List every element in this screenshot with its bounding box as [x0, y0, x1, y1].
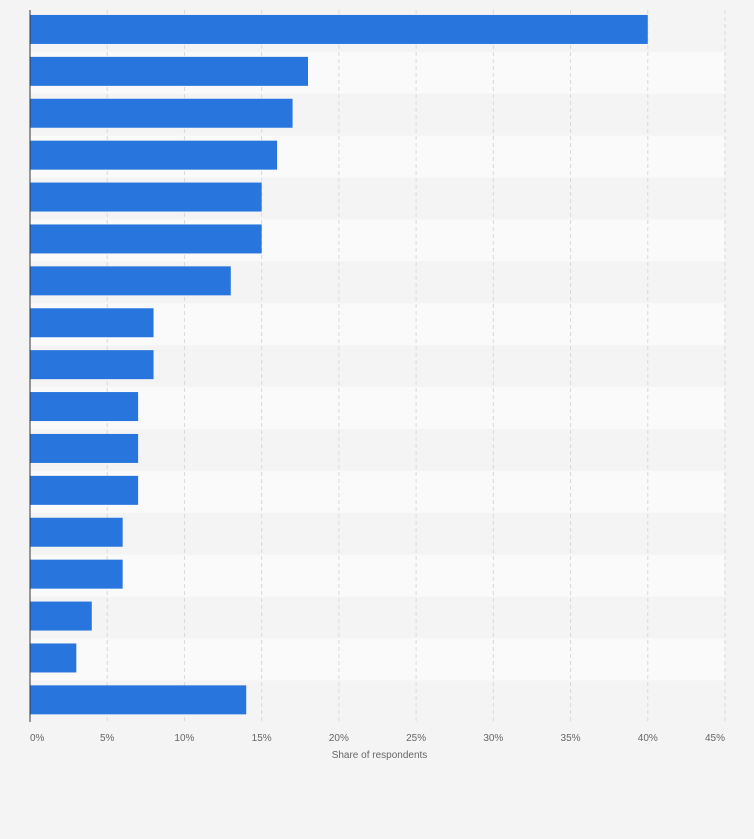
bar[interactable]	[30, 685, 247, 715]
row-band	[30, 638, 725, 681]
bar[interactable]	[30, 392, 139, 422]
x-axis-ticks: 0% 5% 10% 15% 20% 25% 30% 35% 40% 45%	[30, 733, 725, 744]
bar[interactable]	[30, 56, 308, 86]
row-band	[30, 429, 725, 471]
x-axis-title: Share of respondents	[332, 750, 428, 761]
x-tick-label: 10%	[174, 733, 194, 744]
bar[interactable]	[30, 601, 92, 631]
bar[interactable]	[30, 517, 123, 547]
bar[interactable]	[30, 433, 139, 463]
x-tick-label: 0%	[30, 733, 45, 744]
bar[interactable]	[30, 224, 262, 254]
bar[interactable]	[30, 266, 231, 296]
bar[interactable]	[30, 308, 154, 338]
row-band	[30, 596, 725, 639]
bar[interactable]	[30, 559, 123, 589]
bar[interactable]	[30, 98, 293, 128]
row-band	[30, 470, 725, 513]
row-band	[30, 512, 725, 555]
x-tick-label: 35%	[561, 733, 581, 744]
x-tick-label: 30%	[483, 733, 503, 744]
bar[interactable]	[30, 643, 77, 673]
x-tick-label: 5%	[100, 733, 115, 744]
x-tick-label: 15%	[252, 733, 272, 744]
x-tick-label: 40%	[638, 733, 658, 744]
bar[interactable]	[30, 182, 262, 212]
bar[interactable]	[30, 350, 154, 380]
x-tick-label: 20%	[329, 733, 349, 744]
x-tick-label: 25%	[406, 733, 426, 744]
row-band	[30, 387, 725, 429]
bar[interactable]	[30, 475, 139, 505]
x-tick-label: 45%	[705, 733, 725, 744]
bar[interactable]	[30, 140, 278, 170]
row-band	[30, 554, 725, 597]
bar[interactable]	[30, 14, 648, 44]
bars	[30, 14, 648, 715]
